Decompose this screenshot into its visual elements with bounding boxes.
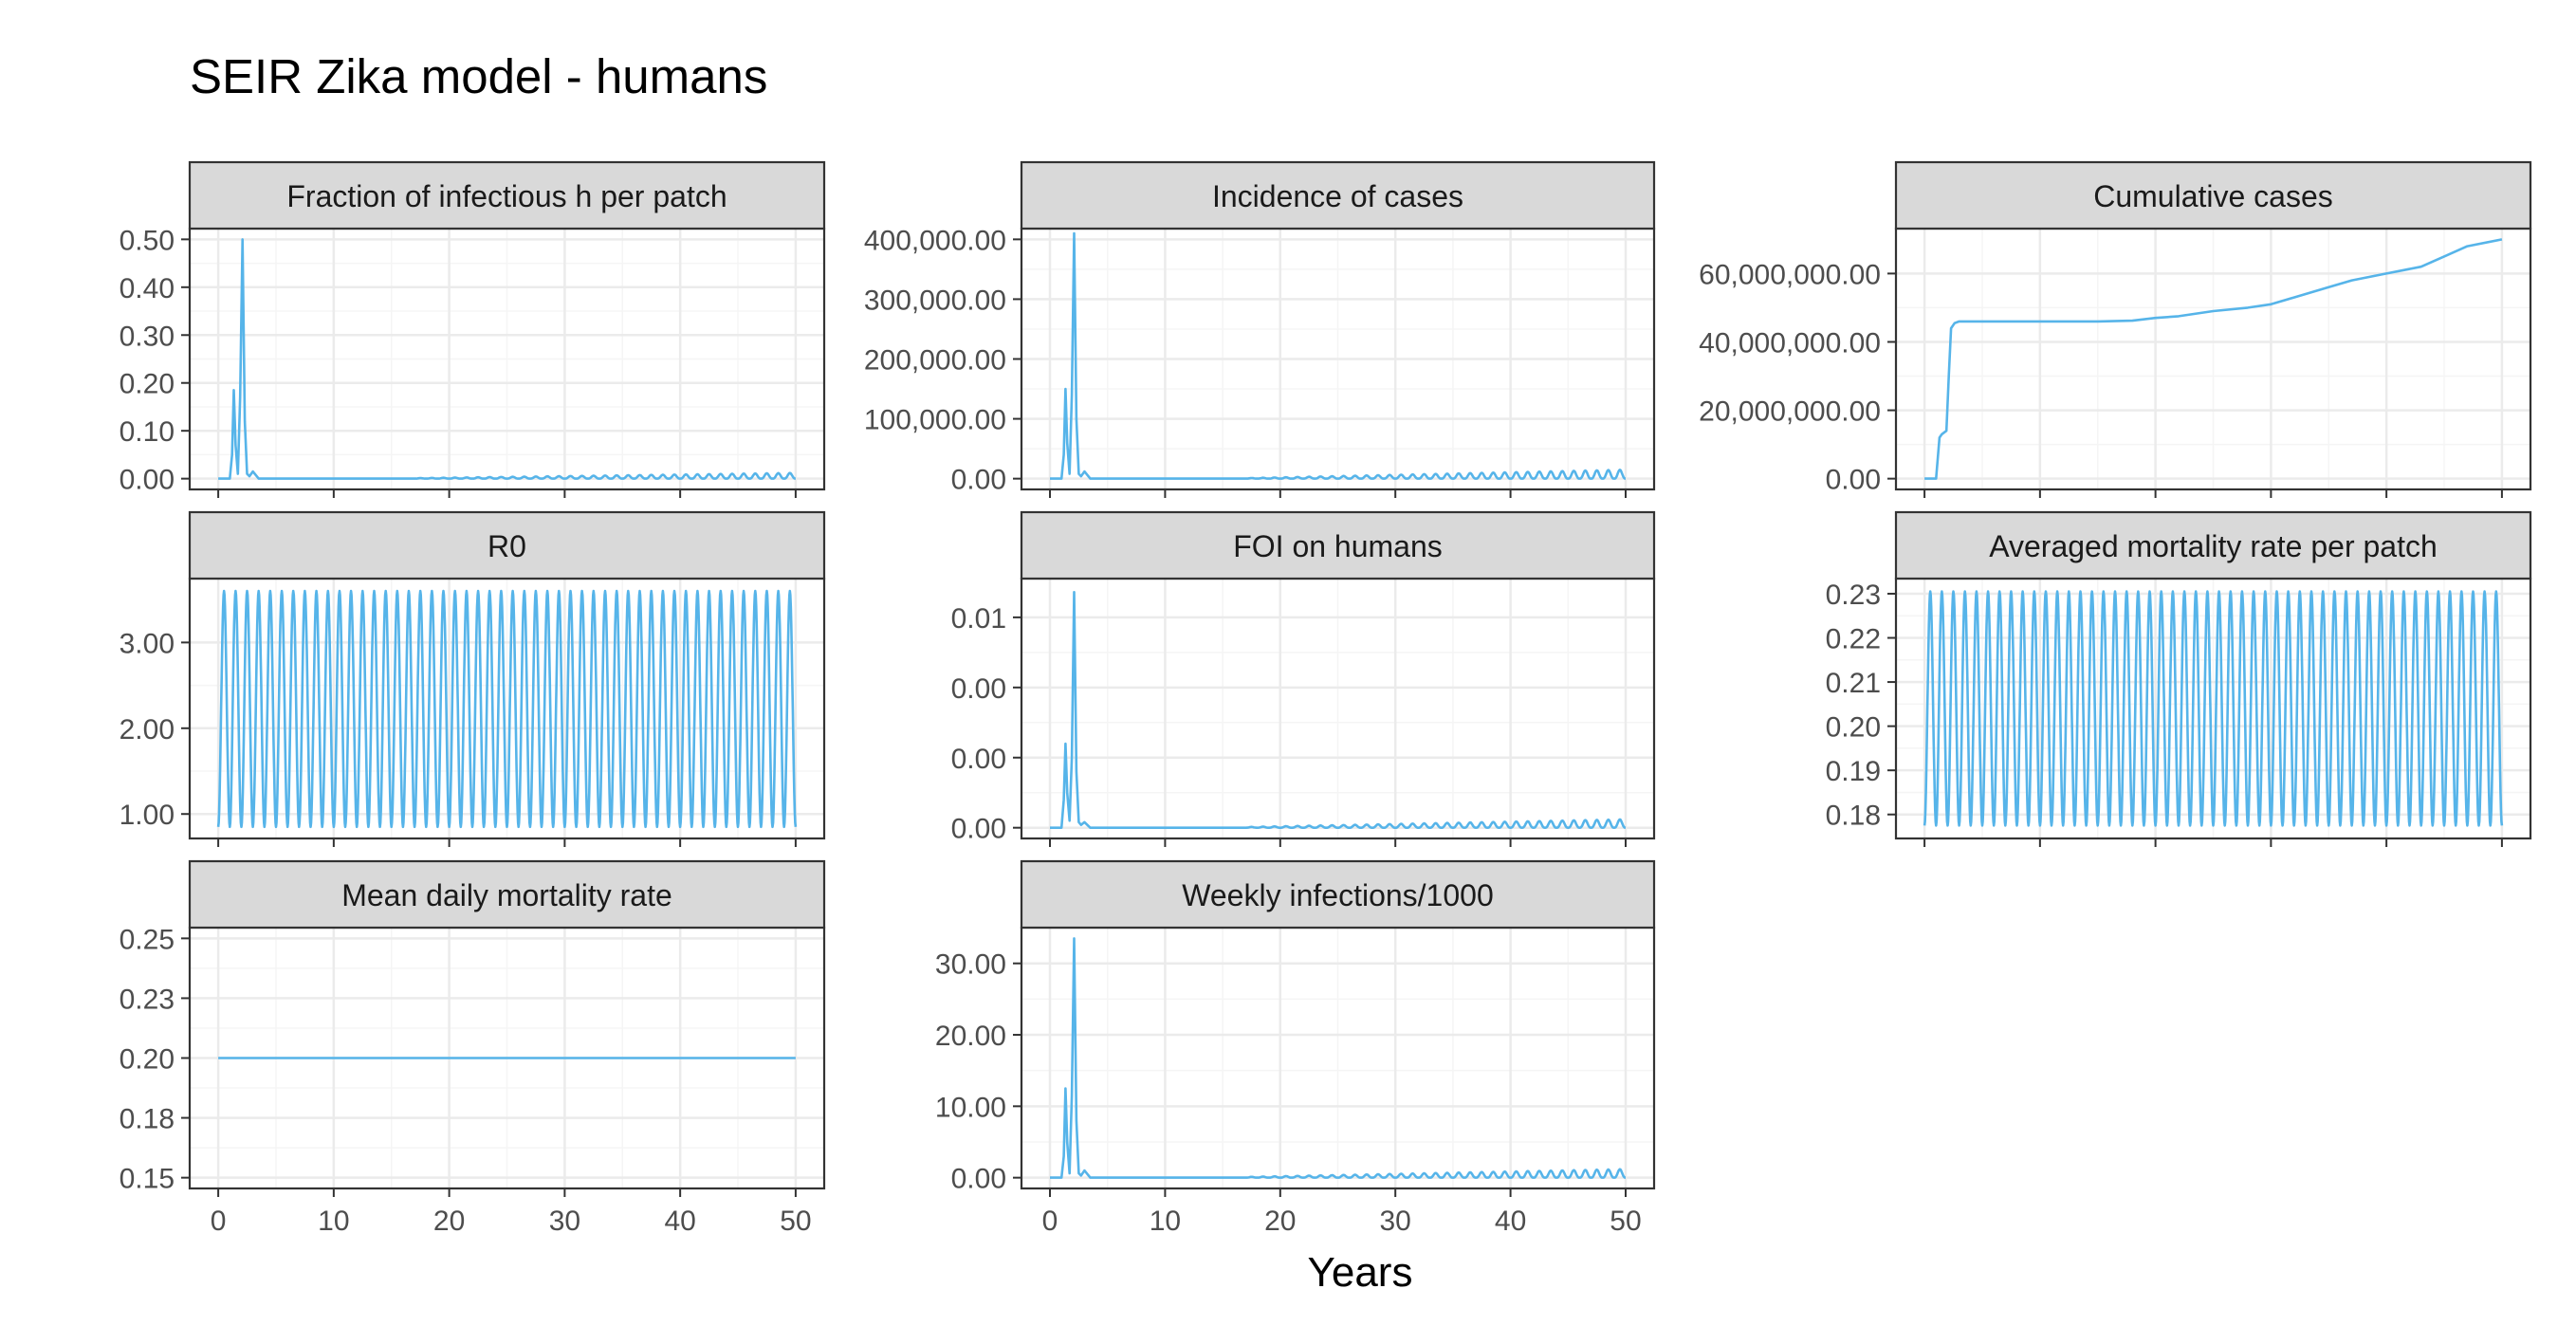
y-tick-label: 0.18 [1826,801,1881,832]
series-line [1924,238,2503,480]
x-tick-label: 20 [433,1206,465,1237]
y-tick-label: 0.22 [1826,624,1881,655]
y-tick-label: 300,000.00 [864,285,1006,316]
facet-title: Mean daily mortality rate [341,878,672,912]
series-line [1050,937,1627,1179]
facet-panel: Cumulative cases 0.00 20,000,000.00 40,000,… [1699,160,2532,538]
facet-strip [1020,859,1656,930]
facet-strip [188,160,826,230]
series-line [218,238,797,480]
y-tick-label: 0.30 [120,321,175,352]
x-tick-label: 50 [780,1206,811,1237]
facet-strip [188,510,826,580]
facet-strip [1020,160,1656,230]
y-tick-label: 0.40 [120,273,175,304]
y-tick-label: 20,000,000.00 [1699,396,1881,428]
facet-panel: R0 1.00 2.00 3.00 [120,510,826,847]
y-tick-label: 0.10 [120,416,175,448]
y-tick-label: 0.25 [120,924,175,955]
facet-title: Averaged mortality rate per patch [1989,529,2438,563]
facet-panel: FOI on humans 0.00 0.00 0.00 0.01 [951,510,1656,847]
y-tick-label: 100,000.00 [864,405,1006,436]
facet-title: Incidence of cases [1212,179,1463,213]
y-tick-label: 0.00 [951,814,1006,845]
chart-title: SEIR Zika model - humans [190,49,767,103]
x-tick-label: 30 [549,1206,580,1237]
x-tick-label: 40 [664,1206,695,1237]
y-tick-label: 0.21 [1826,668,1881,699]
facet-strip [1894,510,2532,580]
y-tick-label: 40,000,000.00 [1699,327,1881,359]
y-tick-label: 0.00 [1826,465,1881,496]
y-tick-label: 20.00 [935,1021,1006,1052]
y-tick-label: 1.00 [120,800,175,831]
y-tick-label: 60,000,000.00 [1699,259,1881,290]
y-tick-label: 3.00 [120,628,175,659]
y-tick-label: 0.23 [1826,580,1881,611]
y-tick-label: 0.00 [951,1164,1006,1195]
x-tick-label: 0 [211,1206,227,1237]
x-axis-label: Years [1308,1249,1413,1296]
facet-strip [188,859,826,930]
series-line [1050,231,1627,480]
series-line [216,589,798,829]
y-tick-label: 0.20 [120,369,175,400]
y-tick-label: 10.00 [935,1092,1006,1123]
x-tick-label: 50 [1610,1206,1641,1237]
y-tick-label: 0.20 [1826,712,1881,744]
facet-panel: Mean daily mortality rate 0.15 0.18 0.20 0.2… [120,859,826,1237]
facet-strip [1894,160,2532,230]
y-tick-label: 0.23 [120,984,175,1015]
series-line [1923,590,2504,827]
y-tick-label: 0.01 [951,603,1006,635]
facet-panels: Fraction of infectious h per patch 0.00 0.… [120,160,2532,1237]
facet-title: Weekly infections/1000 [1182,878,1493,912]
y-tick-label: 0.15 [120,1164,175,1195]
y-tick-label: 2.00 [120,714,175,746]
x-tick-label: 20 [1264,1206,1296,1237]
facet-panel: Weekly infections/1000 0.00 10.00 20.00 30.0… [935,859,1656,1237]
x-tick-label: 30 [1380,1206,1411,1237]
y-tick-label: 0.19 [1826,756,1881,787]
facet-strip [1020,510,1656,580]
y-tick-label: 0.00 [951,673,1006,705]
y-tick-label: 400,000.00 [864,225,1006,256]
facet-panel: Fraction of infectious h per patch 0.00 0.… [120,160,826,498]
facet-title: Cumulative cases [2093,179,2333,213]
x-tick-label: 0 [1042,1206,1058,1237]
series-line [1050,591,1627,829]
y-tick-label: 0.00 [951,465,1006,496]
facet-title: FOI on humans [1233,529,1443,563]
x-tick-label: 40 [1495,1206,1526,1237]
x-tick-label: 10 [1150,1206,1181,1237]
y-tick-label: 0.50 [120,225,175,256]
facet-title: Fraction of infectious h per patch [286,179,727,213]
y-tick-label: 0.18 [120,1104,175,1135]
y-tick-label: 0.00 [951,744,1006,775]
facet-panel: Averaged mortality rate per patch 0.18 0.1… [1826,510,2532,847]
facet-title: R0 [488,529,526,563]
y-tick-label: 200,000.00 [864,345,1006,377]
x-tick-label: 10 [318,1206,349,1237]
y-tick-label: 0.20 [120,1044,175,1076]
y-tick-label: 30.00 [935,949,1006,981]
y-tick-label: 0.00 [120,465,175,496]
facet-panel: Incidence of cases 0.00 100,000.00 200,000.… [864,160,1656,498]
